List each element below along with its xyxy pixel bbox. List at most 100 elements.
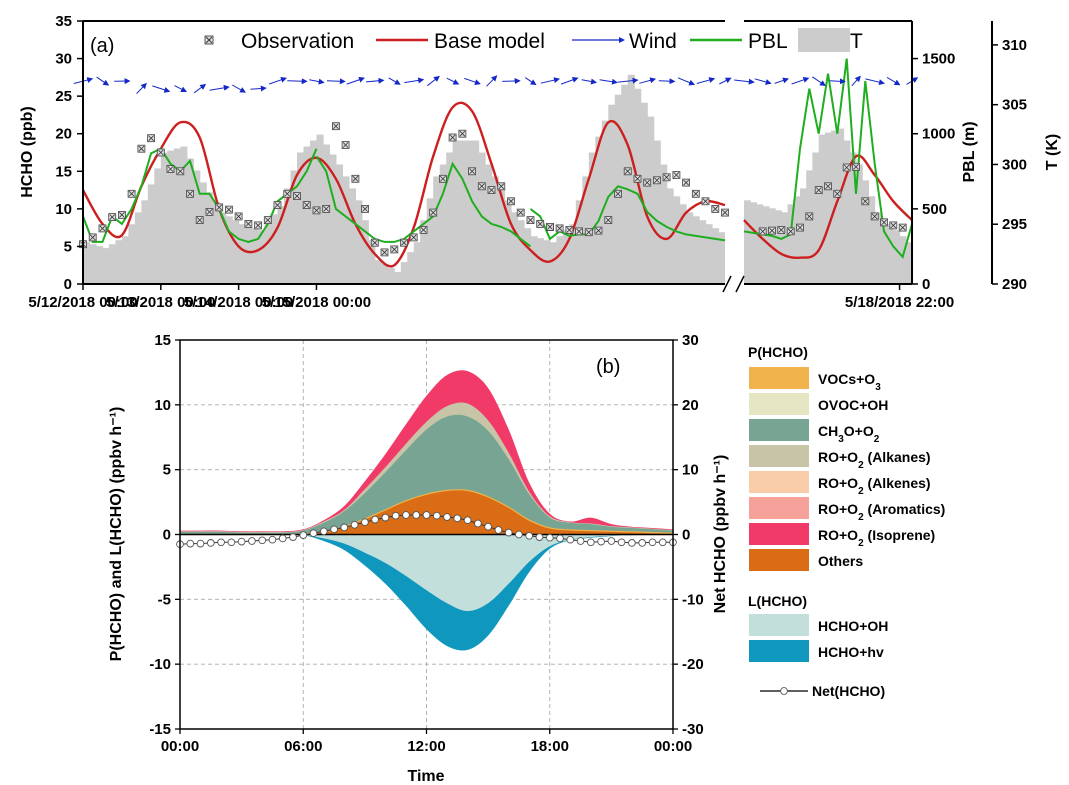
area-ch3o-o2: [180, 414, 673, 535]
legend-group-production: P(HCHO): [748, 344, 808, 360]
observation-point: [195, 216, 204, 225]
panel-a-y3tick-label: 300: [1002, 156, 1027, 173]
panel-a-ytick-label: 30: [55, 51, 72, 68]
net-hcho-point: [525, 531, 534, 540]
observation-point: [331, 122, 340, 131]
wind-vector: [886, 76, 901, 86]
temperature-bar: [413, 242, 421, 284]
temperature-bar: [108, 244, 116, 284]
panel-a-timeseries: 0 5 10 15 20 25 30 35 0 500 1000 1500 290 295 300 305 31…: [19, 13, 1061, 311]
temperature-bar: [96, 246, 104, 284]
legend-label-ro-o2-alkenes: RO+O2 (Alkenes): [818, 475, 931, 497]
legend-t-label: T: [850, 30, 863, 53]
observation-point: [633, 174, 642, 183]
temperature-bar: [258, 230, 266, 284]
temperature-bar: [653, 140, 661, 284]
observation-point: [842, 163, 851, 172]
net-hcho-point: [638, 539, 647, 547]
temperature-bar: [824, 132, 832, 284]
temperature-bar: [212, 202, 220, 284]
panel-a-label: (a): [90, 35, 114, 57]
wind-vector: [388, 77, 401, 85]
net-hcho-point: [422, 511, 431, 519]
temperature-bar: [549, 242, 557, 284]
temperature-bar: [115, 240, 123, 284]
observation-point: [186, 189, 194, 198]
net-hcho-point: [617, 538, 626, 547]
temperature-bar: [374, 260, 382, 284]
observation-point: [487, 186, 496, 195]
observation-point: [400, 238, 408, 247]
wind-vector: [309, 78, 325, 85]
temperature-bar: [245, 226, 253, 284]
temperature-bar: [511, 212, 519, 284]
wind-vector: [639, 77, 657, 84]
observation-point: [205, 207, 214, 216]
temperature-bar: [355, 200, 363, 284]
temperature-bar: [887, 224, 894, 284]
observation-point: [263, 216, 272, 225]
observation-point: [814, 186, 823, 195]
temperature-bar: [595, 136, 603, 284]
legend-label-net-hcho: Net(HCHO): [812, 683, 885, 699]
legend-swatch-ro-o2-alkenes: [749, 471, 809, 493]
observation-point: [137, 144, 146, 153]
wind-vector: [268, 76, 287, 85]
temperature-bar: [491, 176, 499, 284]
temperature-bar: [575, 200, 583, 284]
wind-vector: [774, 77, 789, 84]
temperature-bar: [880, 218, 888, 284]
net-hcho-point: [340, 523, 349, 532]
observation-point: [898, 223, 907, 232]
observation-point: [861, 197, 870, 206]
legend-t-swatch: [798, 28, 850, 52]
net-hcho-point: [258, 536, 267, 545]
temperature-bar: [787, 204, 795, 284]
temperature-bar: [893, 230, 901, 284]
temperature-bar: [446, 152, 454, 284]
observation-point: [147, 134, 156, 143]
temperature-bar: [394, 272, 402, 284]
net-hcho-point: [474, 519, 482, 528]
axis-break-marks: [722, 275, 745, 293]
temperature-bar: [465, 140, 473, 284]
legend-swatch-ovoc-oh: [749, 393, 809, 415]
temperature-bar: [868, 196, 876, 284]
temperature-bar: [459, 140, 467, 284]
observation-point: [176, 167, 185, 176]
observation-point: [244, 219, 253, 228]
panel-a-ytick-label: 10: [55, 201, 72, 218]
legend-label-vocs-o3: VOCs+O3: [818, 371, 881, 393]
observation-point: [516, 208, 525, 217]
temperature-bar: [818, 134, 826, 284]
temperature-bar: [673, 196, 681, 284]
wind-vector: [426, 75, 440, 87]
observation-point: [584, 228, 593, 237]
panel-b-xtick-label: 00:00: [161, 738, 199, 755]
net-hcho-point: [535, 533, 544, 541]
observation-point: [409, 233, 418, 242]
temperature-bar: [679, 204, 687, 284]
panel-b-xtick-label: 06:00: [284, 738, 322, 755]
temperature-bar: [750, 202, 757, 284]
temperature-bar: [206, 192, 214, 284]
net-hcho-point: [504, 528, 513, 537]
observation-point: [643, 178, 652, 187]
legend-base-model-label: Base model: [434, 30, 545, 53]
panel-b-ytick-label: -10: [149, 656, 171, 673]
temperature-bar: [452, 140, 460, 284]
temperature-bar: [800, 188, 807, 284]
net-hcho-point: [391, 511, 400, 520]
observation-point: [546, 222, 554, 231]
net-hcho-point: [402, 511, 410, 519]
observation-point: [273, 201, 282, 210]
wind-vector: [524, 77, 537, 86]
temperature-bar: [329, 154, 337, 284]
temperature-bar: [368, 240, 376, 284]
temperature-bar: [562, 230, 570, 284]
panel-a-frame: [82, 20, 993, 285]
temperature-bar: [219, 212, 227, 284]
observation-point: [438, 174, 447, 183]
pbl-line: [743, 58, 913, 259]
